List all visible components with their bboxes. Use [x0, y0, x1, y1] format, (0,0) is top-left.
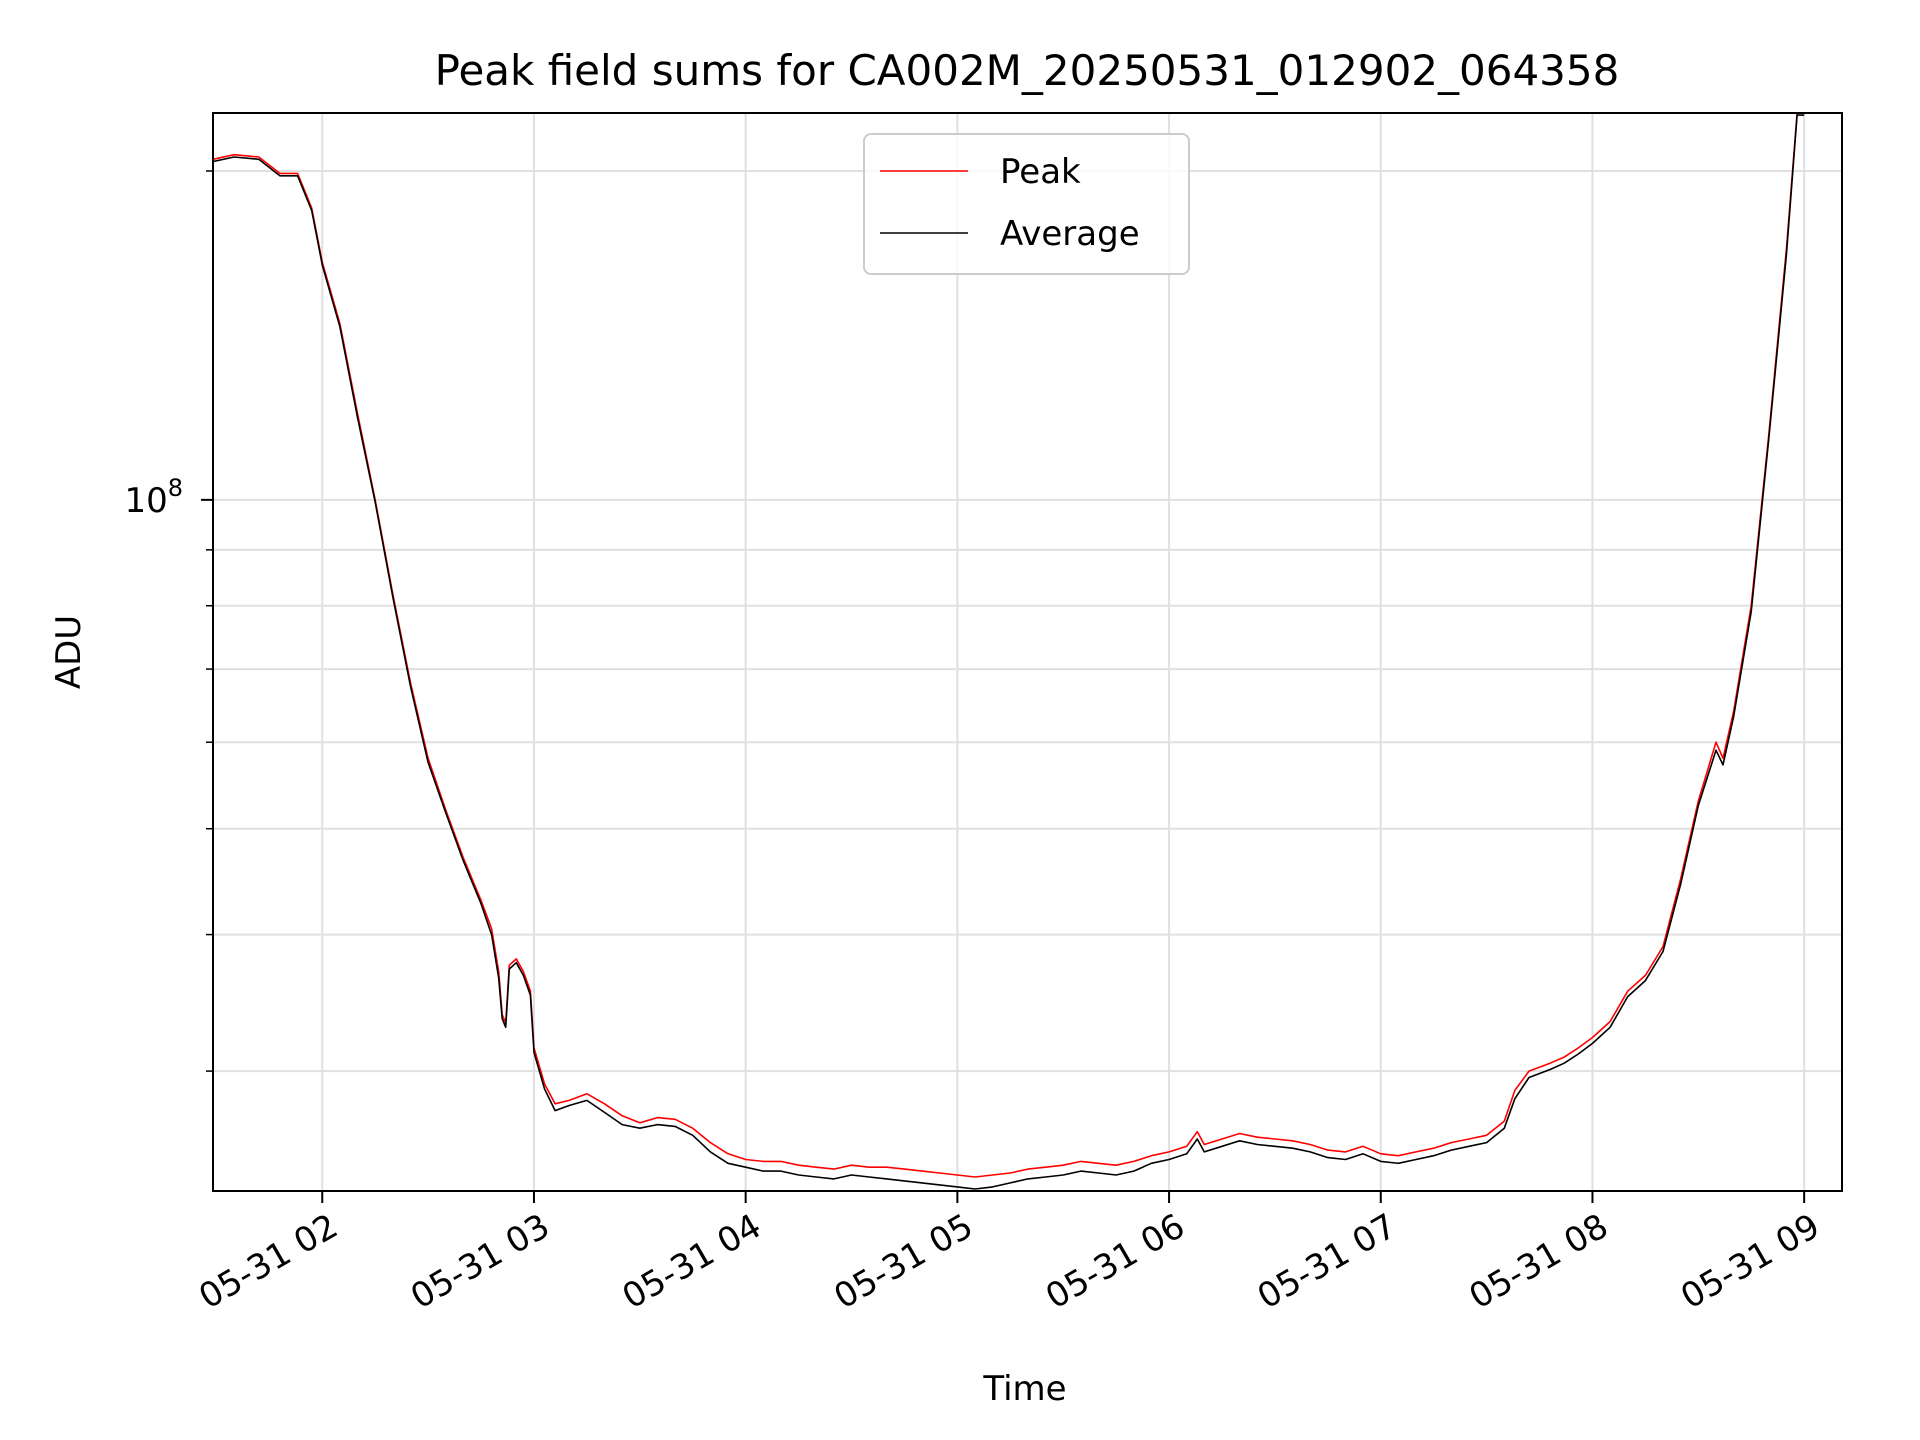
plot-area: [213, 113, 1805, 1190]
legend-box: [863, 133, 1190, 275]
series-line-peak: [213, 113, 1805, 1178]
y-tick-label-base: 10: [124, 481, 167, 521]
legend-label-average: Average: [1000, 214, 1140, 254]
grid-lines: [213, 113, 1842, 1191]
plot-frame: [212, 112, 1843, 1192]
series-line-average: [213, 114, 1805, 1190]
legend: Peak Average: [863, 133, 1190, 275]
series-group: [213, 113, 1805, 1190]
y-axis-label: ADU: [49, 615, 89, 689]
y-tick-label-exponent: 8: [168, 474, 183, 502]
x-axis-label: Time: [982, 1369, 1066, 1409]
y-tick-label: 108: [124, 474, 183, 521]
chart-title: Peak field sums for CA002M_20250531_0129…: [435, 46, 1620, 95]
legend-label-peak: Peak: [1000, 152, 1081, 192]
